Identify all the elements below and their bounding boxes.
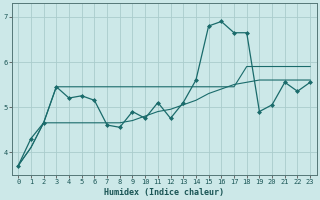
X-axis label: Humidex (Indice chaleur): Humidex (Indice chaleur) xyxy=(104,188,224,197)
